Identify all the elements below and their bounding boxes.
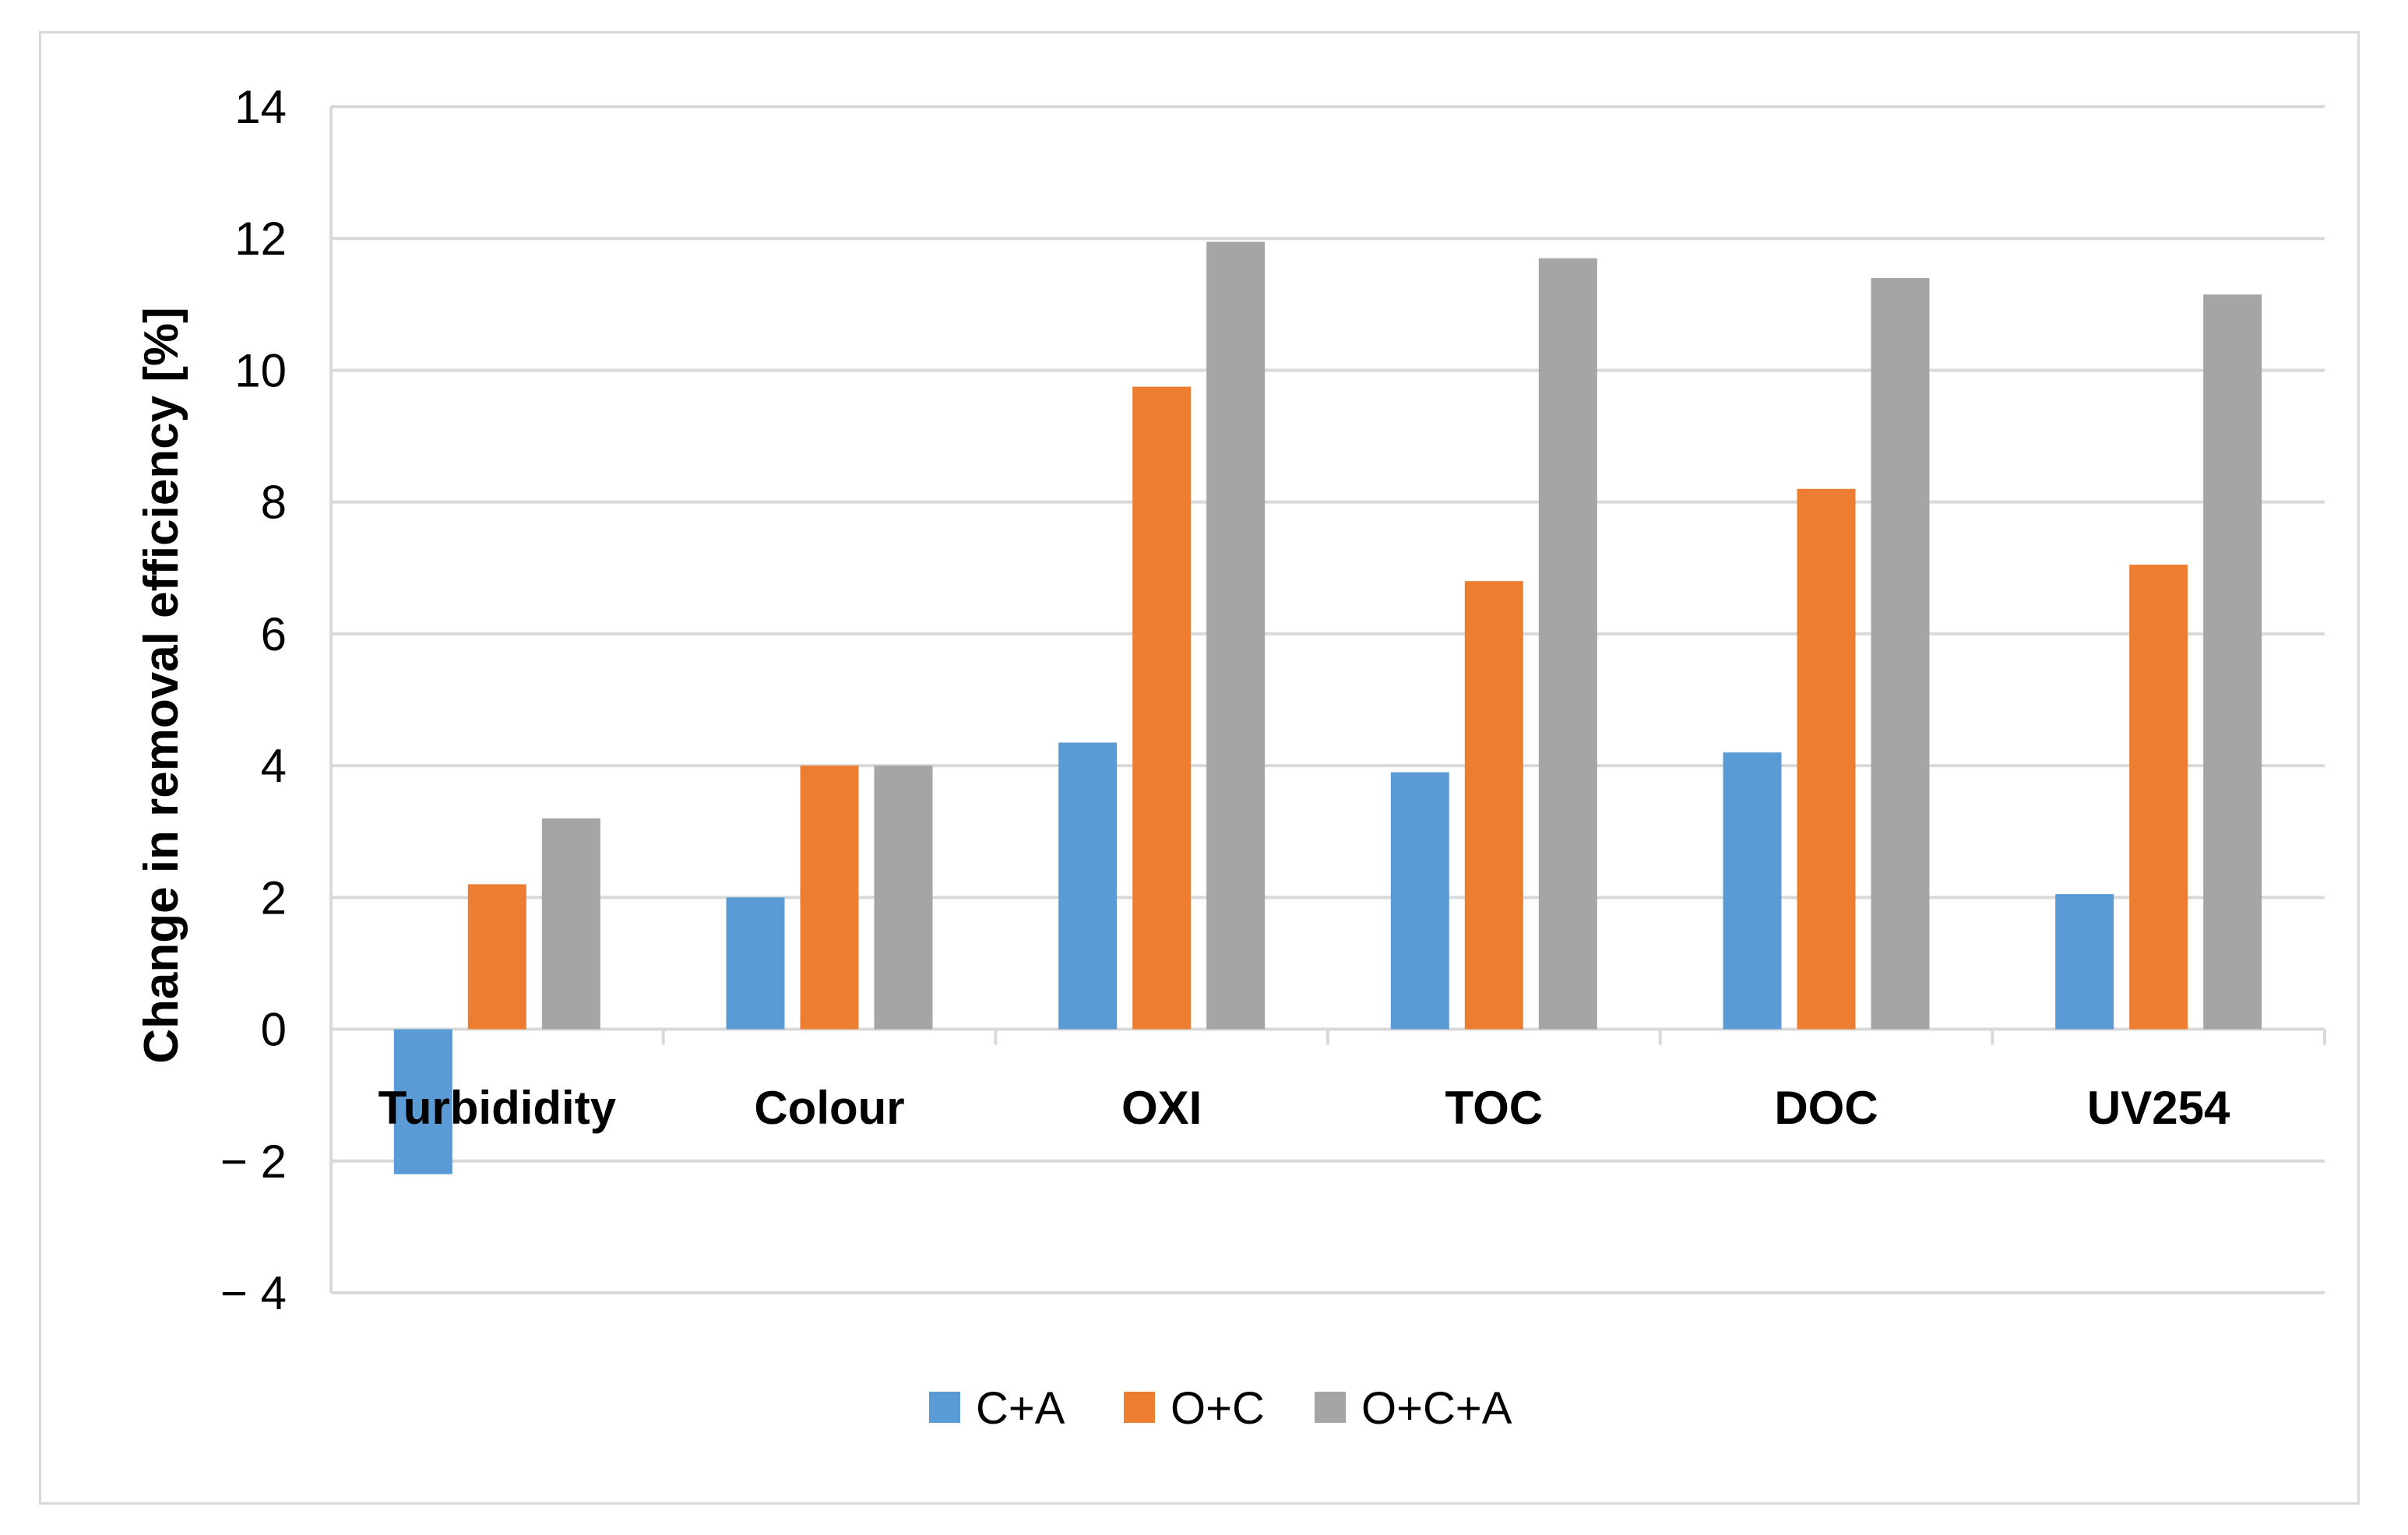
legend-swatch-o-c-a (1315, 1392, 1346, 1423)
legend-label: O+C (1171, 1383, 1265, 1434)
legend-swatch-o-c (1124, 1392, 1155, 1423)
chart-frame (39, 31, 2360, 1505)
axes (329, 107, 2326, 1293)
y-tick-label: 12 (234, 213, 287, 265)
bar-o-c-a-oxi (1206, 241, 1266, 1030)
y-tick-label: 8 (261, 477, 287, 529)
bar-c-a-toc (1390, 772, 1449, 1030)
x-tick-label: DOC (1774, 1082, 1878, 1134)
bar-o-c-uv254 (2129, 565, 2188, 1030)
bar-o-c-turbididity (467, 884, 526, 1030)
y-tick-label: 6 (261, 608, 287, 660)
bar-c-a-doc (1723, 752, 1782, 1030)
bar-o-c-a-uv254 (2203, 294, 2262, 1030)
legend: C+A O+C O+C+A (929, 1383, 1512, 1434)
bar-o-c-a-toc (1538, 258, 1597, 1030)
y-tick-label: 4 (261, 740, 287, 792)
x-tick-label: Colour (754, 1082, 904, 1134)
gridlines (331, 105, 2325, 1294)
x-tick-label: TOC (1445, 1082, 1544, 1134)
y-tick-label: 14 (234, 81, 287, 133)
bar-o-c-toc (1464, 581, 1523, 1030)
x-tick-label: OXI (1121, 1082, 1202, 1134)
bar-o-c-a-colour (874, 766, 933, 1030)
x-tick-label: Turbididity (378, 1082, 617, 1134)
bar-c-a-uv254 (2055, 894, 2114, 1030)
bar-o-c-colour (800, 766, 859, 1030)
y-tick-label: 0 (261, 1004, 287, 1056)
y-tick-label: 10 (234, 344, 287, 396)
y-tick-label: − 4 (220, 1267, 287, 1319)
legend-label: O+C+A (1361, 1383, 1512, 1434)
y-tick-label: 2 (261, 871, 287, 924)
bar-o-c-doc (1797, 488, 1856, 1030)
y-axis-title: Change in removal efficiency [%] (135, 307, 188, 1064)
bar-o-c-a-turbididity (541, 818, 600, 1030)
legend-label: C+A (976, 1383, 1065, 1434)
bar-c-a-colour (726, 897, 785, 1030)
legend-swatch-c-a (929, 1392, 960, 1423)
bar-c-a-oxi (1058, 742, 1118, 1030)
bar-o-c-oxi (1132, 386, 1192, 1030)
y-tick-label: − 2 (220, 1135, 287, 1188)
bars (393, 241, 2262, 1174)
x-tick-label: UV254 (2087, 1082, 2230, 1134)
labels: − 4 − 2 0 2 4 6 8 10 12 14 Turbididity Colour OXI TOC… (220, 81, 2230, 1319)
bar-c-a-turbididity (393, 1029, 452, 1174)
bar-o-c-a-doc (1871, 277, 1930, 1030)
